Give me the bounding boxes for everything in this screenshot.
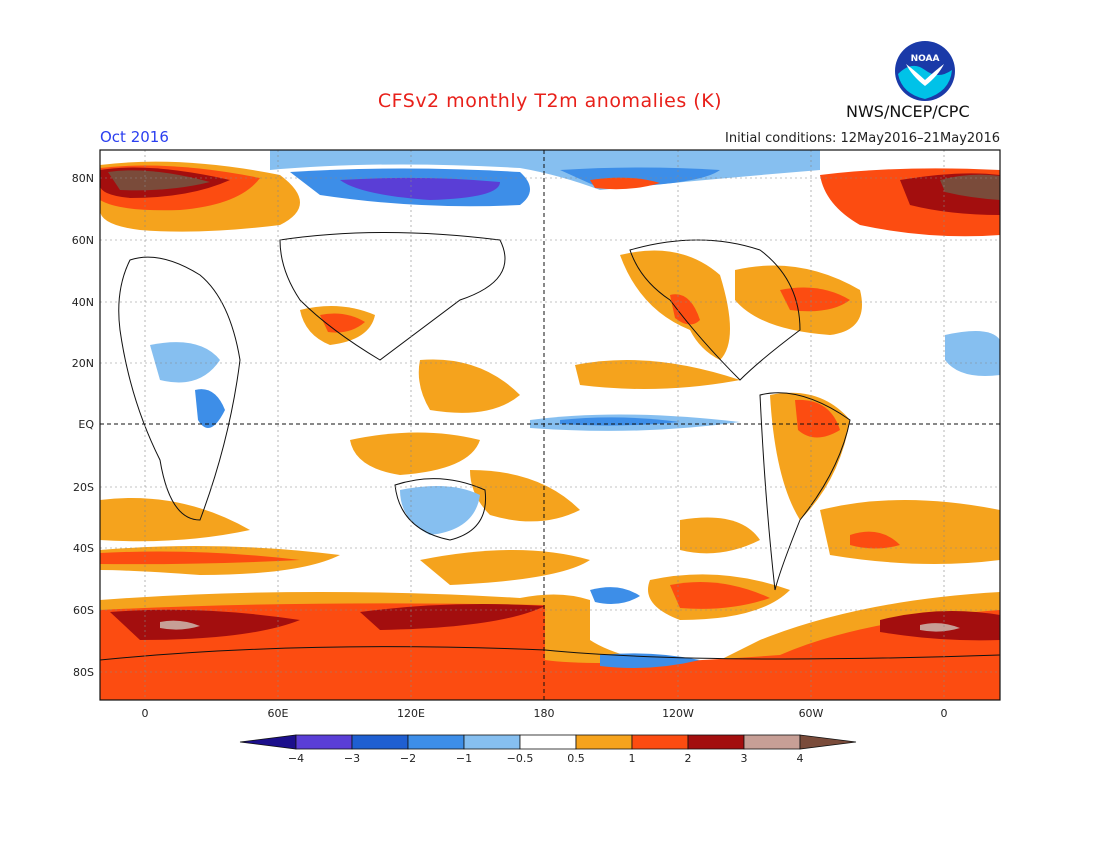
lat-label: 60S xyxy=(73,604,94,617)
colorbar: −4 −3 −2 −1 −0.5 0.5 1 2 3 4 xyxy=(239,734,857,765)
lat-label: 40S xyxy=(73,542,94,555)
map-canvas xyxy=(100,150,1000,700)
lat-label: 20N xyxy=(72,357,94,370)
valid-month-label: Oct 2016 xyxy=(100,128,169,146)
lat-label: 40N xyxy=(72,296,94,309)
colorbar-swatch xyxy=(631,734,689,750)
lon-label: 0 xyxy=(941,707,948,720)
longitude-labels: 0 60E 120E 180 120W 60W 0 xyxy=(142,707,948,720)
colorbar-swatch xyxy=(351,734,409,750)
colorbar-tick-label: 0.5 xyxy=(567,752,585,765)
lat-label: EQ xyxy=(78,418,94,431)
latitude-labels: 80N 60N 40N 20N EQ 20S 40S 60S 80S xyxy=(72,172,95,679)
colorbar-tick-label: −1 xyxy=(456,752,472,765)
colorbar-tick-label: −3 xyxy=(344,752,360,765)
colorbar-swatch xyxy=(575,734,633,750)
lon-label: 120E xyxy=(397,707,425,720)
logo-text: NOAA xyxy=(911,54,940,64)
lat-label: 20S xyxy=(73,481,94,494)
colorbar-tick-label: −4 xyxy=(288,752,304,765)
lon-label: 0 xyxy=(142,707,149,720)
colorbar-tick-label: −0.5 xyxy=(507,752,534,765)
initial-conditions-label: Initial conditions: 12May2016–21May2016 xyxy=(725,131,1000,146)
lon-label: 60E xyxy=(268,707,289,720)
graticule xyxy=(100,150,1000,700)
colorbar-swatch xyxy=(463,734,521,750)
colorbar-tick-label: −2 xyxy=(400,752,416,765)
colorbar-swatch xyxy=(295,734,353,750)
chart-title: CFSv2 monthly T2m anomalies (K) xyxy=(377,90,723,112)
lon-label: 120W xyxy=(662,707,694,720)
lon-label: 180 xyxy=(534,707,555,720)
colorbar-swatch xyxy=(519,734,577,750)
colorbar-swatch xyxy=(239,734,297,750)
agency-label: NWS/NCEP/CPC xyxy=(846,102,970,121)
lon-label: 60W xyxy=(799,707,824,720)
lat-label: 60N xyxy=(72,234,94,247)
colorbar-swatch xyxy=(407,734,465,750)
map-frame xyxy=(99,149,1001,701)
colorbar-swatch xyxy=(799,734,857,750)
noaa-logo-icon: NOAA xyxy=(895,41,955,101)
colorbar-tick-label: 2 xyxy=(685,752,692,765)
lat-label: 80S xyxy=(73,666,94,679)
colorbar-tick-label: 3 xyxy=(741,752,748,765)
colorbar-swatch xyxy=(743,734,801,750)
lat-label: 80N xyxy=(72,172,94,185)
colorbar-tick-label: 1 xyxy=(629,752,636,765)
colorbar-swatch xyxy=(687,734,745,750)
colorbar-tick-label: 4 xyxy=(797,752,804,765)
